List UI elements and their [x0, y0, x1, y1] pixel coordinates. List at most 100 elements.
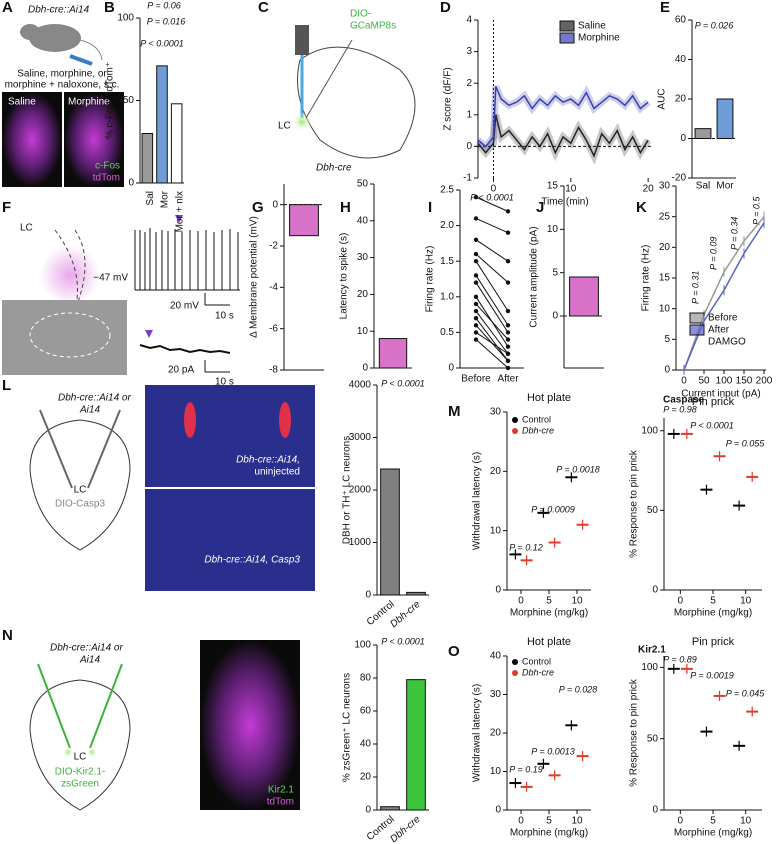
y-tick-label: 3000: [349, 432, 372, 443]
label: Saline: [8, 97, 36, 108]
point: [505, 259, 511, 264]
x-tick-label: Mor + nlx: [174, 191, 185, 232]
annotation: P = 0.5: [751, 196, 761, 225]
x-tick-label: 0: [518, 596, 524, 607]
lc-glow: [40, 245, 100, 305]
x-tick-label: 10: [571, 596, 583, 607]
y-tick-label: 15: [659, 273, 671, 284]
y-tick-label: 0: [495, 585, 501, 596]
series-line: [477, 114, 649, 158]
bar: [380, 806, 400, 811]
y-tick-label: 2.5: [440, 185, 454, 196]
pair-line: [475, 253, 509, 283]
x-tick-label: Mor: [716, 181, 734, 192]
y-tick-label: -4: [269, 282, 278, 293]
y-tick-label: 20: [357, 289, 369, 300]
point: [473, 194, 479, 200]
x-axis-label: Morphine (mg/kg): [674, 608, 752, 619]
y-tick-label: 30: [490, 689, 502, 700]
x-tick-label: 100: [716, 376, 733, 387]
micrograph: [200, 640, 300, 810]
x-tick-label: 0: [681, 376, 687, 387]
y-tick-label: 20: [490, 728, 502, 739]
pair-line: [475, 310, 509, 355]
annotation: P = 0.0009: [531, 504, 574, 514]
point: [473, 251, 479, 257]
panel-label: C: [258, 0, 269, 16]
y-tick-label: 50: [123, 95, 135, 106]
pair-line: [475, 303, 509, 340]
y-axis-label: Firing rate (Hz): [425, 246, 436, 313]
micrograph: [64, 92, 124, 187]
slice-image: [2, 300, 127, 375]
point: [473, 337, 479, 342]
chart: -8 -6 -4 -2 0 Δ Membrane potential (mV): [249, 184, 324, 376]
chart: 0 5 10 15 20 25 30 Firing rate (Hz) P = 0.31 P = …: [641, 181, 773, 400]
y-tick-label: -1: [463, 173, 472, 184]
y-axis-label: Withdrawal latency (s): [472, 684, 483, 782]
point: [505, 365, 511, 371]
group-label: Caspase: [663, 395, 705, 406]
label: DIO-Casp3: [55, 499, 105, 510]
y-tick-label: 50: [357, 179, 369, 190]
y-tick-label: 10: [659, 303, 671, 314]
bar: [406, 591, 426, 596]
panel-labels: A B C D E F G H I J K L M N O: [2, 0, 670, 660]
x-axis-label: Time (min): [541, 197, 588, 208]
label: Dbh-cre::Ai14 or: [50, 643, 123, 654]
point: [505, 308, 511, 314]
y-tick-label: 25: [659, 211, 671, 222]
chart-title: Hot plate: [527, 636, 571, 648]
label: tdTom: [267, 797, 294, 808]
label: LC: [74, 485, 87, 496]
x-tick-label: 5: [546, 816, 552, 827]
label: DIO-: [350, 9, 371, 20]
label: 10 s: [215, 377, 234, 388]
lc-glow: [86, 746, 98, 758]
pair-line: [475, 260, 509, 312]
group-label: Kir2.1: [638, 645, 666, 656]
x-tick-label: 20: [643, 184, 655, 195]
point: [505, 280, 511, 285]
legend-swatch: [512, 417, 518, 423]
annotation: P = 0.0018: [556, 464, 599, 474]
y-tick-label: -8: [269, 365, 278, 376]
point: [473, 273, 479, 278]
chart: -20 0 20 40 60 AUC P = 0.026 Sal Mor: [657, 15, 736, 192]
chart: -1 0 1 2 3 4 Z score (dF/F) 0 10 20 Time (min) Sali…: [443, 15, 654, 208]
x-tick-label: After: [497, 374, 519, 385]
y-tick-label: 0: [272, 199, 278, 210]
label: Dbh-cre: [316, 163, 352, 174]
panel-label: I: [428, 199, 432, 216]
point: [505, 323, 511, 328]
annotation: P = 0.016: [147, 16, 185, 26]
y-axis-label: Δ Membrane potential (mV): [249, 216, 260, 338]
point: [473, 315, 479, 321]
y-tick-label: 0: [466, 141, 472, 152]
point: [473, 259, 479, 264]
label: Saline, morphine, or: [17, 69, 107, 80]
annotation: P = 0.09: [708, 237, 718, 270]
y-tick-label: 0.5: [440, 327, 454, 338]
series-line: [477, 86, 649, 148]
bar: [378, 338, 408, 369]
y-tick-label: 10: [490, 525, 502, 536]
y-tick-label: 20: [675, 94, 687, 105]
chart: 0 50 100 % c-Fos⁺/tdTom⁺ P = 0.06 P = 0.016 P …: [105, 0, 186, 232]
y-tick-label: 60: [360, 706, 372, 717]
x-tick-label: 10: [565, 184, 577, 195]
x-tick-label: Before: [461, 374, 491, 385]
label: DIO-Kir2.1-: [55, 767, 106, 778]
panel-label: B: [104, 0, 115, 16]
legend-label: Control: [522, 414, 551, 424]
chart-title: Pin prick: [692, 396, 735, 408]
x-tick-label: 5: [710, 596, 716, 607]
y-tick-label: 0: [680, 133, 686, 144]
label: Dbh-cre::Ai14, Casp3: [204, 555, 300, 566]
y-tick-label: 1.5: [440, 256, 454, 267]
arrow: [175, 215, 183, 223]
x-axis-label: Morphine (mg/kg): [674, 828, 752, 839]
label: Ai14: [79, 405, 100, 416]
